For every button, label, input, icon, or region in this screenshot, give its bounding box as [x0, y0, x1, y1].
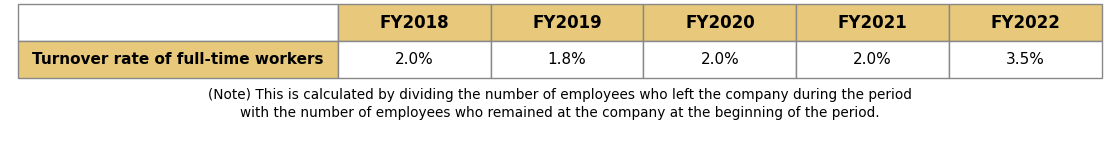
- Text: 2.0%: 2.0%: [395, 52, 433, 67]
- Text: 1.8%: 1.8%: [548, 52, 587, 67]
- Text: FY2018: FY2018: [380, 14, 449, 32]
- Text: FY2021: FY2021: [838, 14, 907, 32]
- Bar: [491, 41, 644, 78]
- Text: FY2022: FY2022: [991, 14, 1061, 32]
- Text: (Note) This is calculated by dividing the number of employees who left the compa: (Note) This is calculated by dividing th…: [208, 88, 912, 102]
- Text: FY2019: FY2019: [532, 14, 601, 32]
- Bar: [949, 41, 1102, 78]
- Bar: [949, 4, 1102, 41]
- Text: Turnover rate of full-time workers: Turnover rate of full-time workers: [32, 52, 324, 67]
- Bar: [338, 4, 491, 41]
- Text: with the number of employees who remained at the company at the beginning of the: with the number of employees who remaine…: [240, 106, 880, 120]
- Bar: [796, 4, 949, 41]
- Bar: [338, 41, 491, 78]
- Text: 2.0%: 2.0%: [700, 52, 739, 67]
- Text: 3.5%: 3.5%: [1006, 52, 1045, 67]
- Bar: [18, 41, 338, 78]
- Bar: [18, 4, 338, 41]
- Bar: [644, 41, 796, 78]
- Bar: [644, 4, 796, 41]
- Text: FY2020: FY2020: [685, 14, 755, 32]
- Bar: [796, 41, 949, 78]
- Bar: [491, 4, 644, 41]
- Text: 2.0%: 2.0%: [853, 52, 893, 67]
